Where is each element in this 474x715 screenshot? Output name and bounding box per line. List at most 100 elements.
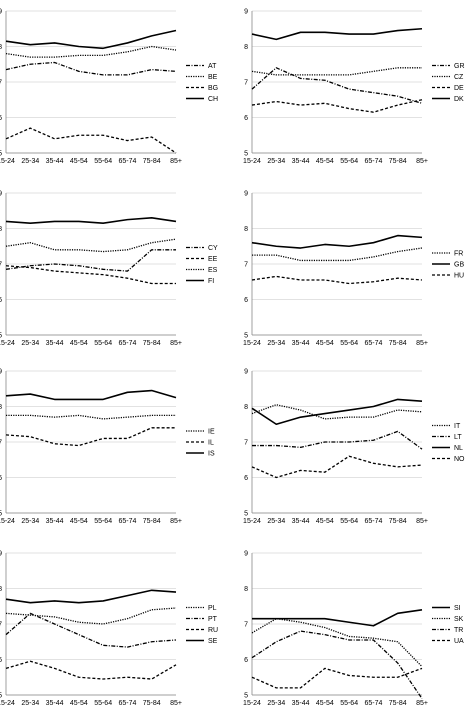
x-tick-label: 65-74	[118, 700, 136, 707]
y-tick-label: 8	[0, 404, 2, 411]
chart-panel: 5 6 7 8 9 15-24 25-34 35-44 45-54 55-64 65-74 75-84…	[243, 368, 474, 533]
x-tick-label: 45-54	[70, 518, 88, 525]
y-tick-label: 5	[244, 151, 248, 158]
series-line-se	[5, 589, 177, 604]
legend-label: ES	[208, 267, 218, 274]
legend-label: SI	[454, 605, 461, 612]
legend-label: RU	[208, 627, 218, 634]
y-tick-label: 9	[0, 369, 2, 376]
x-tick-label: 25-34	[21, 518, 39, 525]
x-tick-label: 75-84	[143, 700, 161, 707]
x-tick-label: 75-84	[143, 340, 161, 347]
y-tick-label: 8	[0, 586, 2, 593]
x-tick-label: 75-84	[389, 158, 407, 165]
x-tick-label: 25-34	[267, 158, 285, 165]
x-tick-label: 65-74	[364, 340, 382, 347]
y-tick-label: 6	[244, 115, 248, 122]
y-tick-label: 8	[244, 226, 248, 233]
series-line-tr	[251, 630, 423, 699]
legend-label: IE	[208, 429, 215, 436]
x-tick-label: 85+	[416, 518, 428, 525]
line-chart: 5 6 7 8 9 15-24 25-34 35-44 45-54 55-64 65-74 75-84…	[243, 551, 464, 708]
legend-label: BE	[208, 74, 218, 81]
series-line-cz	[251, 67, 422, 76]
line-chart: 5 6 7 8 9 15-24 25-34 35-44 45-54 55-64 65-74 75-84…	[0, 9, 218, 166]
x-tick-label: 65-74	[364, 700, 382, 707]
y-tick-label: 6	[244, 475, 248, 482]
x-tick-label: 65-74	[118, 158, 136, 165]
legend-label: UA	[454, 638, 464, 645]
series-line-cy	[5, 249, 176, 272]
x-tick-label: 85+	[170, 158, 182, 165]
x-tick-label: 35-44	[292, 158, 310, 165]
legend-label: GB	[454, 262, 464, 269]
line-chart: 5 6 7 8 9 15-24 25-34 35-44 45-54 55-64 65-74 75-84…	[0, 369, 215, 526]
x-tick-label: 75-84	[389, 518, 407, 525]
x-tick-label: 65-74	[364, 158, 382, 165]
legend-label: PT	[208, 616, 218, 623]
x-tick-label: 65-74	[118, 518, 136, 525]
series-line-ua	[251, 667, 423, 689]
x-tick-label: 85+	[170, 340, 182, 347]
y-tick-label: 9	[244, 9, 248, 16]
series-line-pl	[5, 607, 177, 625]
series-line-es	[5, 238, 177, 253]
x-tick-label: 15-24	[0, 700, 15, 707]
series-line-is	[5, 389, 177, 401]
x-tick-label: 75-84	[143, 518, 161, 525]
x-tick-label: 45-54	[316, 158, 334, 165]
chart-panel: 5 6 7 8 9 15-24 25-34 35-44 45-54 55-64 65-74 75-84…	[0, 550, 228, 715]
legend-label: FR	[454, 251, 463, 258]
legend-label: EE	[208, 256, 218, 263]
x-tick-label: 25-34	[21, 158, 39, 165]
x-tick-label: 35-44	[46, 700, 64, 707]
legend-label: HU	[454, 273, 464, 280]
y-tick-label: 7	[0, 80, 2, 87]
chart-panel: 5 6 7 8 9 15-24 25-34 35-44 45-54 55-64 65-74 75-84…	[0, 190, 228, 355]
y-tick-label: 8	[244, 586, 248, 593]
series-line-si	[252, 609, 423, 627]
y-tick-label: 5	[0, 693, 2, 700]
line-chart: 5 6 7 8 9 15-24 25-34 35-44 45-54 55-64 65-74 75-84…	[243, 369, 465, 526]
x-tick-label: 45-54	[70, 700, 88, 707]
y-tick-label: 9	[244, 369, 248, 376]
x-tick-label: 25-34	[21, 340, 39, 347]
legend-label: IS	[208, 451, 215, 458]
x-tick-label: 75-84	[389, 700, 407, 707]
x-tick-label: 85+	[170, 700, 182, 707]
series-line-no	[251, 455, 423, 479]
y-tick-label: 5	[244, 693, 248, 700]
series-line-hu	[251, 275, 423, 285]
legend-label: NO	[454, 456, 465, 463]
x-tick-label: 35-44	[292, 518, 310, 525]
x-tick-label: 15-24	[243, 158, 261, 165]
x-tick-label: 25-34	[21, 700, 39, 707]
x-tick-label: 65-74	[364, 518, 382, 525]
line-chart: 5 6 7 8 9 15-24 25-34 35-44 45-54 55-64 65-74 75-84…	[0, 191, 218, 348]
y-tick-label: 6	[0, 475, 2, 482]
x-tick-label: 45-54	[70, 340, 88, 347]
legend-label: DE	[454, 85, 464, 92]
line-chart: 5 6 7 8 9 15-24 25-34 35-44 45-54 55-64 65-74 75-84…	[243, 9, 464, 166]
series-line-de	[251, 99, 423, 113]
x-tick-label: 75-84	[143, 158, 161, 165]
series-line-be	[5, 45, 177, 58]
x-tick-label: 55-64	[94, 340, 112, 347]
y-tick-label: 8	[0, 44, 2, 51]
x-tick-label: 15-24	[0, 518, 15, 525]
x-tick-label: 85+	[170, 518, 182, 525]
x-tick-label: 55-64	[340, 340, 358, 347]
y-tick-label: 7	[244, 80, 248, 87]
legend-label: IT	[454, 423, 461, 430]
line-chart: 5 6 7 8 9 15-24 25-34 35-44 45-54 55-64 65-74 75-84…	[0, 551, 218, 708]
x-tick-label: 55-64	[94, 158, 112, 165]
series-line-at	[5, 61, 177, 76]
legend-label: CY	[208, 245, 218, 252]
x-tick-label: 85+	[416, 700, 428, 707]
y-tick-label: 9	[0, 191, 2, 198]
x-tick-label: 25-34	[267, 518, 285, 525]
x-tick-label: 15-24	[243, 518, 261, 525]
x-tick-label: 55-64	[94, 518, 112, 525]
y-tick-label: 5	[0, 333, 2, 340]
legend-label: CZ	[454, 74, 464, 81]
